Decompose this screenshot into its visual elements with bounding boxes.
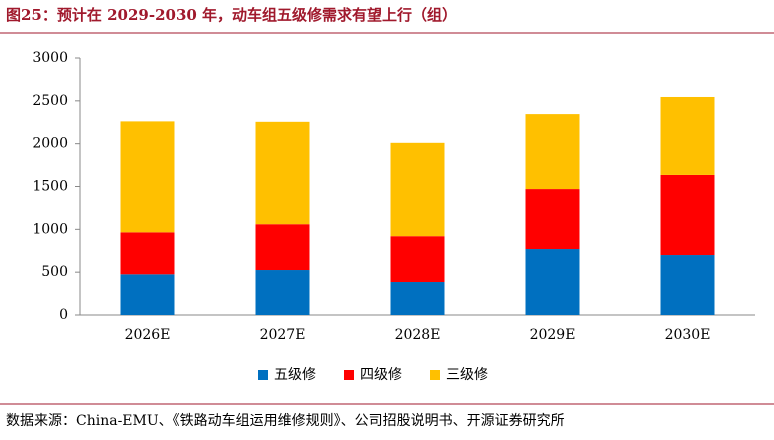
y-tick-label: 500	[41, 264, 68, 280]
bar-segment	[120, 274, 175, 315]
legend-swatch	[344, 370, 354, 380]
legend-swatch	[430, 370, 440, 380]
bar-segment	[255, 121, 310, 225]
bar-segment	[120, 232, 175, 275]
source: 数据来源：China-EMU、《铁路动车组运用维修规则》、公司招股说明书、开源证…	[6, 412, 565, 429]
x-tick-label: 2029E	[530, 327, 576, 343]
bar-segment	[660, 255, 715, 315]
bar-segment	[660, 174, 715, 256]
bar-segment	[525, 114, 580, 190]
x-tick-label: 2030E	[665, 327, 711, 343]
bar-segment	[660, 96, 715, 175]
x-tick-label: 2027E	[260, 327, 306, 343]
bar-segment	[525, 249, 580, 315]
bar-segment	[525, 189, 580, 250]
chart-title: 图25：预计在 2029-2030 年，动车组五级修需求有望上行（组）	[6, 6, 457, 24]
y-tick-label: 2500	[32, 93, 68, 109]
y-tick-label: 3000	[32, 50, 68, 66]
bar-segment	[390, 142, 445, 237]
y-tick-label: 0	[59, 307, 68, 323]
bar-segment	[255, 224, 310, 271]
legend-label: 三级修	[446, 367, 488, 383]
x-tick-label: 2026E	[125, 327, 171, 343]
bar-segment	[120, 121, 175, 233]
legend-label: 五级修	[274, 367, 316, 383]
bar-segment	[255, 270, 310, 315]
y-tick-label: 2000	[32, 136, 68, 152]
y-tick-label: 1500	[32, 179, 68, 195]
y-tick-label: 1000	[32, 221, 68, 237]
bar-segment	[390, 282, 445, 315]
bar-segment	[390, 236, 445, 283]
x-tick-label: 2028E	[395, 327, 441, 343]
legend-label: 四级修	[360, 367, 402, 383]
legend-swatch	[258, 370, 268, 380]
